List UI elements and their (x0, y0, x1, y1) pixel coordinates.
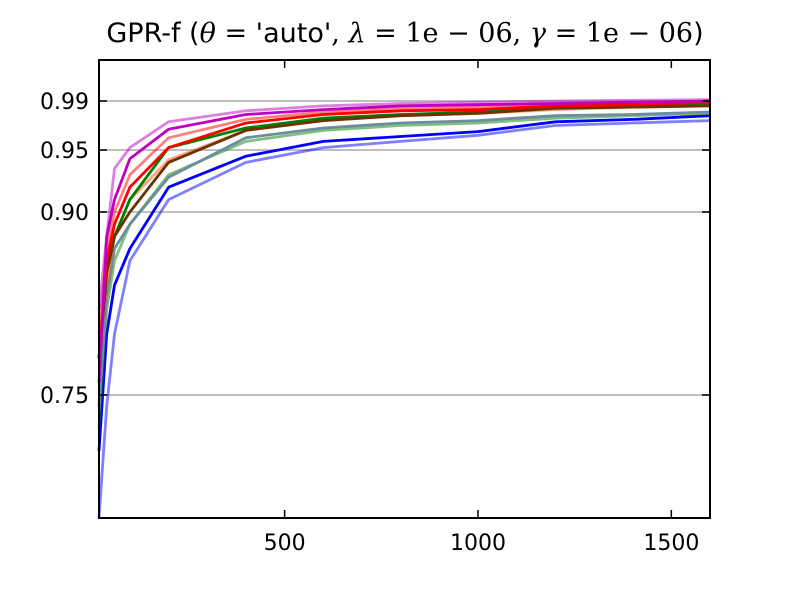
axis-ticks: 0.75 0.90 0.95 0.99 500 1000 1500 (40, 60, 710, 556)
series-line-4 (97, 110, 711, 407)
series-line-2 (97, 114, 711, 451)
series-line-11 (97, 98, 711, 310)
series-line-7 (97, 104, 711, 359)
plot-frame (98, 59, 711, 519)
series-line-1 (97, 119, 711, 519)
series-lines (97, 98, 711, 519)
x-tick-label: 500 (264, 531, 306, 556)
x-tick-label: 1500 (643, 531, 699, 556)
series-line-6 (97, 103, 711, 359)
chart-title: GPR-f (θ = 'auto', λ = 1e − 06, γ = 1e −… (106, 18, 703, 49)
y-tick-label: 0.95 (40, 139, 89, 164)
series-line-10 (97, 99, 711, 383)
y-tick-label: 0.99 (40, 90, 89, 115)
y-tick-label: 0.75 (40, 384, 89, 409)
y-tick-label: 0.90 (40, 201, 89, 226)
grid-lines (99, 100, 710, 396)
series-line-5 (97, 104, 711, 359)
x-tick-label: 1000 (450, 531, 506, 556)
series-line-3 (97, 111, 711, 429)
